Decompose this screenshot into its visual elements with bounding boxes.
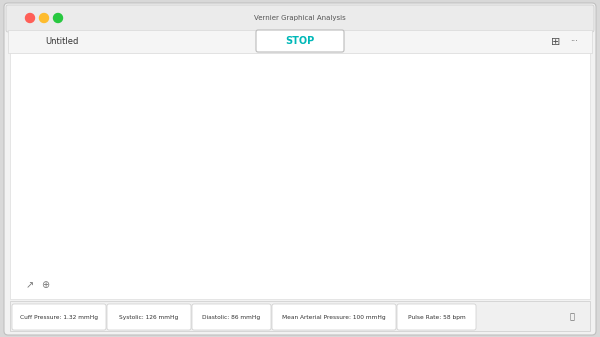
Text: Mean Arterial Pressure: 100 mmHg: Mean Arterial Pressure: 100 mmHg [282,314,386,319]
FancyBboxPatch shape [10,301,590,331]
Text: ···: ··· [570,37,578,47]
Text: Untitled: Untitled [45,37,79,47]
Text: Vernier Graphical Analysis: Vernier Graphical Analysis [254,15,346,21]
FancyBboxPatch shape [8,30,592,53]
Text: ↗: ↗ [26,280,34,290]
Y-axis label: Cuff Pressure (mmHg): Cuff Pressure (mmHg) [44,114,53,203]
FancyBboxPatch shape [256,30,344,52]
Text: 🔧: 🔧 [569,312,575,321]
FancyBboxPatch shape [272,304,396,330]
X-axis label: Time (s): Time (s) [316,285,353,294]
Text: ⊞: ⊞ [551,37,560,47]
FancyBboxPatch shape [10,53,590,299]
Circle shape [40,13,49,23]
FancyBboxPatch shape [12,304,106,330]
FancyBboxPatch shape [4,3,596,335]
Text: STOP: STOP [286,36,314,46]
Text: Cuff Pressure: 1.32 mmHg: Cuff Pressure: 1.32 mmHg [20,314,98,319]
FancyBboxPatch shape [192,304,271,330]
FancyBboxPatch shape [397,304,476,330]
Text: Systolic: 126 mmHg: Systolic: 126 mmHg [119,314,179,319]
FancyBboxPatch shape [107,304,191,330]
Circle shape [25,13,35,23]
Text: Diastolic: 86 mmHg: Diastolic: 86 mmHg [202,314,260,319]
Text: ⊕: ⊕ [41,280,49,290]
Text: Pulse Rate: 58 bpm: Pulse Rate: 58 bpm [407,314,466,319]
Circle shape [53,13,62,23]
FancyBboxPatch shape [6,5,594,32]
